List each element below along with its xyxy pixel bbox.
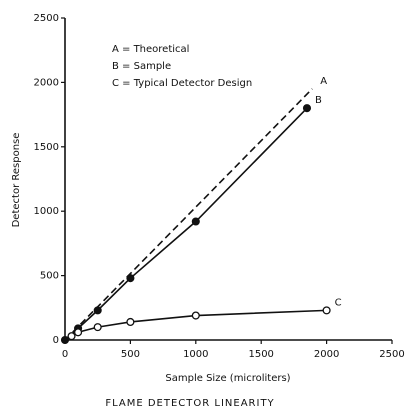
data-point	[60, 335, 70, 345]
data-point	[93, 306, 102, 315]
series-label: A	[320, 76, 327, 87]
series-label: B	[315, 95, 322, 106]
y-tick-label: 1500	[34, 142, 59, 153]
x-tick-label: 1500	[248, 349, 273, 360]
x-tick-label: 0	[62, 349, 68, 360]
y-tick-label: 500	[40, 271, 59, 282]
data-point	[74, 328, 83, 337]
x-tick-label: 500	[121, 349, 140, 360]
data-point	[322, 306, 331, 315]
y-tick-label: 1000	[34, 206, 59, 217]
y-tick-label: 2500	[34, 13, 59, 24]
legend-entry: A = Theoretical	[112, 44, 189, 55]
y-tick-label: 0	[53, 335, 59, 346]
data-point	[191, 217, 200, 226]
data-point	[126, 274, 135, 283]
y-tick-label: 2000	[34, 77, 59, 88]
x-tick-label: 2500	[379, 349, 404, 360]
data-point	[302, 104, 312, 113]
series-line	[64, 107, 308, 341]
data-point	[191, 311, 200, 320]
x-axis-label: Sample Size (microliters)	[165, 373, 290, 384]
chart-title: FLAME DETECTOR LINEARITY	[105, 398, 274, 409]
x-tick-label: 2000	[314, 349, 339, 360]
data-point	[126, 317, 135, 327]
data-point	[93, 323, 102, 332]
legend-entry: C = Typical Detector Design	[112, 78, 252, 89]
legend-entry: B = Sample	[112, 61, 171, 72]
data-point	[67, 332, 76, 341]
x-tick-label: 1000	[183, 349, 208, 360]
series-label: C	[335, 297, 342, 308]
series-line	[64, 88, 313, 341]
y-axis-label: Detector Response	[11, 133, 22, 228]
